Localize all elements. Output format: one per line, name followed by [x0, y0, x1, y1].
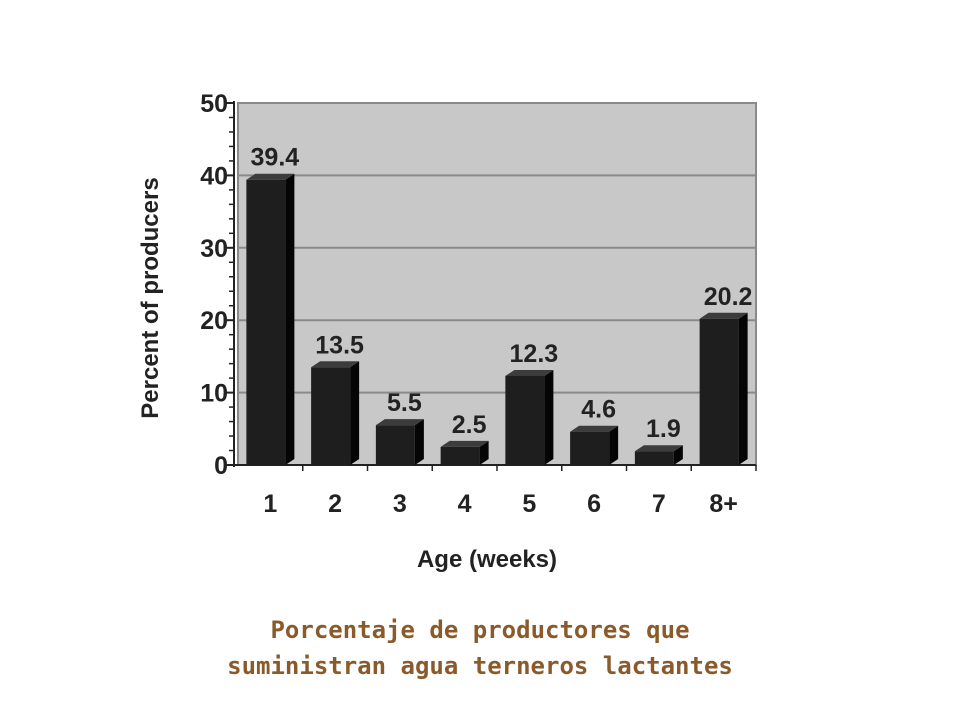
bar-top — [505, 369, 554, 376]
data-label: 4.6 — [581, 396, 616, 424]
bar-front — [440, 446, 480, 465]
bar — [440, 440, 489, 465]
x-tick-label: 1 — [263, 490, 277, 518]
y-tick-label: 30 — [200, 235, 228, 263]
x-tick-label: 3 — [393, 490, 407, 518]
bar — [246, 173, 295, 465]
caption-line-1: Porcentaje de productores que — [270, 616, 690, 644]
bar-side — [673, 445, 683, 465]
bar-top — [634, 445, 683, 452]
y-tick-label: 50 — [200, 90, 228, 118]
bar — [570, 425, 619, 465]
bar-front — [570, 431, 610, 465]
x-axis-title: Age (weeks) — [417, 546, 557, 573]
bar-side — [350, 361, 360, 465]
y-axis-title: Percent of producers — [137, 177, 164, 418]
bar — [311, 361, 360, 465]
bar-front — [375, 425, 415, 465]
bar — [375, 419, 424, 465]
bar-top — [311, 361, 360, 368]
data-label: 1.9 — [646, 415, 681, 443]
bar-side — [544, 369, 554, 465]
x-tick-label: 2 — [328, 490, 342, 518]
bar — [699, 312, 748, 465]
x-tick-label: 4 — [458, 490, 472, 518]
y-tick-label: 10 — [200, 380, 228, 408]
bar-top — [375, 419, 424, 426]
data-label: 20.2 — [704, 283, 753, 311]
y-tick-label: 40 — [200, 162, 228, 190]
bar — [505, 369, 554, 465]
bar-side — [285, 173, 295, 465]
bar-front — [699, 318, 739, 465]
x-tick-label: 5 — [522, 490, 536, 518]
x-tick-label: 6 — [587, 490, 601, 518]
caption-line-2: suministran agua terneros lactantes — [227, 652, 733, 680]
bar-side — [479, 440, 489, 465]
bar-front — [634, 451, 674, 465]
bar-front — [311, 367, 351, 465]
bar-top — [440, 440, 489, 447]
data-label: 5.5 — [387, 389, 422, 417]
bar-side — [738, 312, 748, 465]
data-label: 13.5 — [315, 331, 364, 359]
x-tick-label: 8+ — [709, 490, 738, 518]
data-label: 12.3 — [510, 340, 559, 368]
bar-front — [246, 179, 286, 465]
data-label: 39.4 — [251, 144, 300, 172]
bar-side — [414, 419, 424, 465]
y-tick-label: 0 — [214, 452, 228, 480]
x-tick-label: 7 — [652, 490, 666, 518]
y-tick-label: 20 — [200, 307, 228, 335]
data-label: 2.5 — [452, 411, 487, 439]
bar-top — [570, 425, 619, 432]
bar-top — [246, 173, 295, 180]
bar-side — [609, 425, 619, 465]
bar — [634, 445, 683, 465]
bar-top — [699, 312, 748, 319]
bar-chart: 0 10 20 30 40 50 1 39.4 2 13.5 3 5.5 4 2.5 5 12.3 6 4.6 7 1… — [137, 90, 757, 573]
bar-front — [505, 375, 545, 465]
